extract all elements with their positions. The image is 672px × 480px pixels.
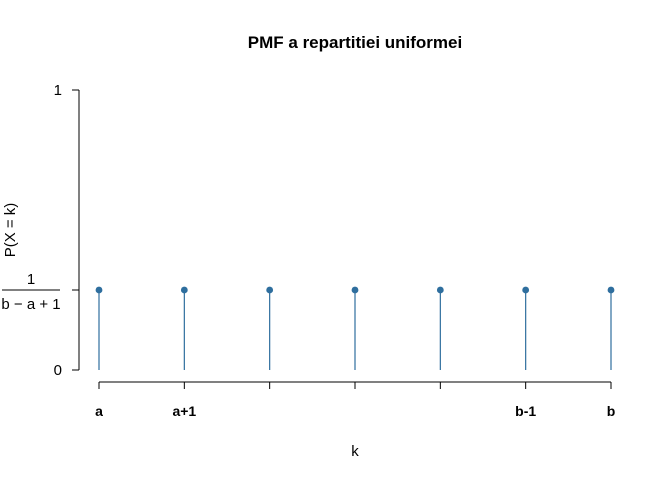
chart-title: PMF a repartitiei uniformei [248, 33, 462, 52]
stem-point [180, 286, 188, 294]
x-ticks: a a+1 b-1 b [95, 382, 615, 419]
y-ticks: 0 1 b − a + 1 1 [1, 82, 79, 379]
stem-point [351, 286, 359, 294]
stem-point [95, 286, 103, 294]
y-tick-label: 1 [54, 82, 62, 99]
stem-point [266, 286, 274, 294]
x-axis-label: k [351, 443, 359, 460]
stem-point [607, 286, 615, 294]
x-tick-label: a+1 [172, 403, 196, 419]
stems [95, 286, 615, 370]
y-axis-label: P(X = k) [2, 203, 19, 258]
x-tick-label: a [95, 403, 103, 419]
y-tick-fraction-numerator: 1 [27, 271, 35, 288]
stem-point [436, 286, 444, 294]
stem-point [522, 286, 530, 294]
x-tick-label: b [607, 403, 616, 419]
y-tick-fraction-denominator: b − a + 1 [1, 296, 60, 313]
y-tick-label: 0 [54, 362, 62, 379]
x-tick-label: b-1 [515, 403, 536, 419]
